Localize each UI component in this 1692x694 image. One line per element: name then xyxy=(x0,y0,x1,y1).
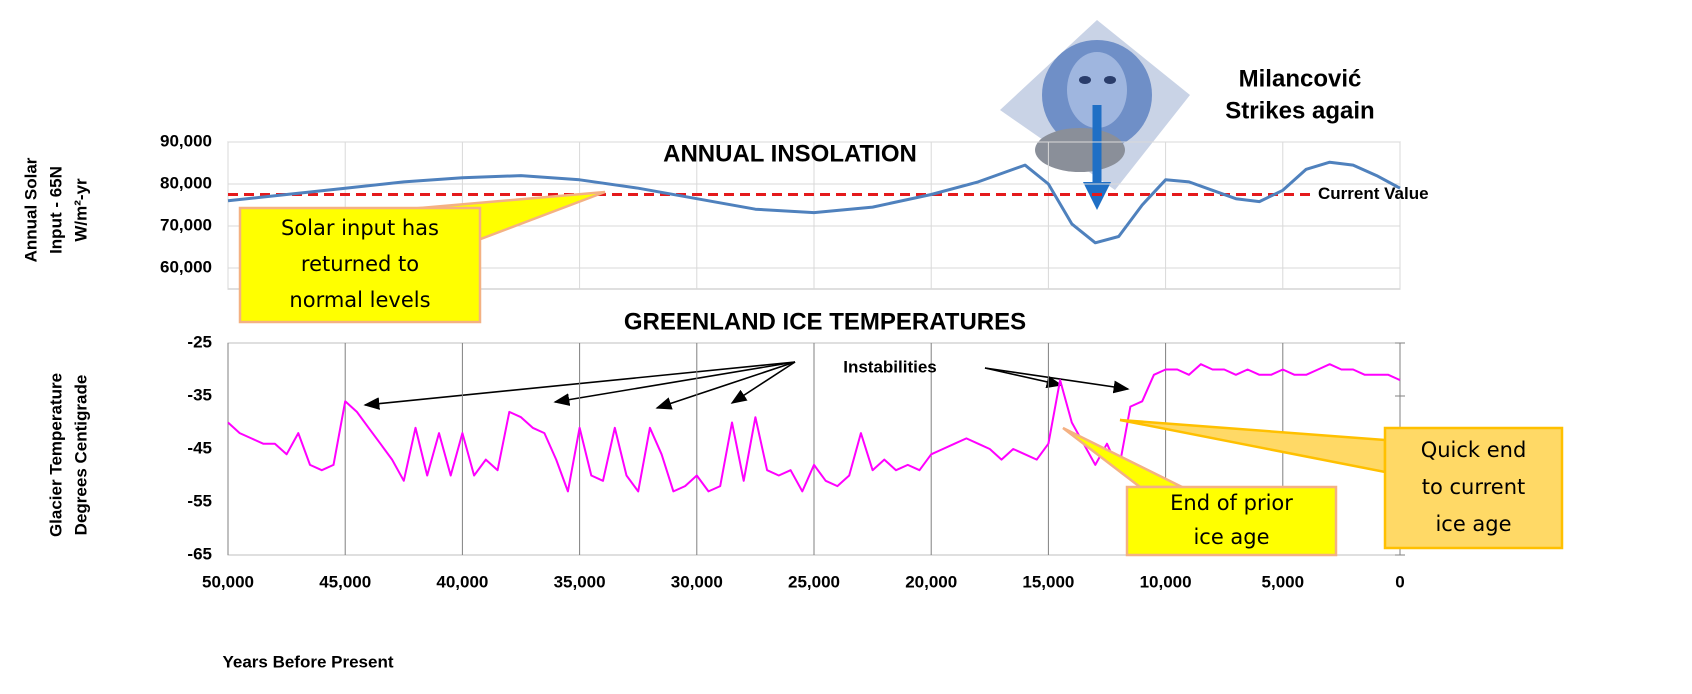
annotation-text: Milancović xyxy=(1239,65,1362,92)
annotation-text: Strikes again xyxy=(1225,97,1374,124)
x-tick-label: 10,000 xyxy=(1140,572,1192,591)
callout-box xyxy=(1125,485,1338,557)
instability-arrows xyxy=(363,361,1130,410)
x-tick-label: 30,000 xyxy=(671,572,723,591)
data-line xyxy=(227,160,1401,245)
y-axis-label: Glacier Temperature xyxy=(46,373,65,537)
x-tick-label: 40,000 xyxy=(436,572,488,591)
y-axis-label: Annual Solar xyxy=(21,157,40,262)
x-tick-label: 15,000 xyxy=(1022,572,1074,591)
y-tick-label: -65 xyxy=(187,544,212,563)
callout: Solar input has returned to normal levels xyxy=(238,190,606,324)
y-tick-label: 60,000 xyxy=(160,257,212,276)
callout-text: returned to xyxy=(301,252,419,276)
callout-text: ice age xyxy=(1193,525,1269,549)
chart-title: ANNUAL INSOLATION xyxy=(663,140,917,167)
y-axis-label: W/m²-yr xyxy=(71,178,90,242)
callout: End of prior ice age xyxy=(1062,426,1338,557)
callout-text: End of prior xyxy=(1170,491,1293,515)
callout: Quick end to current ice age xyxy=(1119,418,1564,550)
y-axis-label: Degrees Centigrade xyxy=(71,375,90,536)
y-tick-label: -35 xyxy=(187,385,212,404)
x-tick-label: 45,000 xyxy=(319,572,371,591)
y-tick-label: -25 xyxy=(187,332,212,351)
callout-text: to current xyxy=(1422,475,1526,499)
annotation-text: Instabilities xyxy=(843,357,937,376)
reference-label: Current Value xyxy=(1318,184,1429,203)
chart-title: GREENLAND ICE TEMPERATURES xyxy=(624,308,1026,335)
y-tick-label: -45 xyxy=(187,438,212,457)
callout-text: Quick end xyxy=(1421,438,1527,462)
x-tick-label: 25,000 xyxy=(788,572,840,591)
callout-text: Solar input has xyxy=(281,216,439,240)
y-axis-label: Input - 65N xyxy=(46,166,65,254)
data-line xyxy=(227,363,1401,493)
callout-pointer xyxy=(1119,418,1387,474)
y-tick-label: 90,000 xyxy=(160,131,212,150)
y-tick-label: 70,000 xyxy=(160,215,212,234)
x-tick-label: 5,000 xyxy=(1262,572,1305,591)
x-tick-label: 35,000 xyxy=(554,572,606,591)
callout-box xyxy=(1383,426,1564,550)
x-axis-label: Years Before Present xyxy=(222,652,393,671)
x-tick-label: 0 xyxy=(1395,572,1404,591)
x-tick-label: 20,000 xyxy=(905,572,957,591)
y-tick-label: 80,000 xyxy=(160,173,212,192)
y-tick-label: -55 xyxy=(187,491,212,510)
callout-box xyxy=(238,206,482,324)
callout-pointer xyxy=(1062,426,1183,489)
x-tick-label: 50,000 xyxy=(202,572,254,591)
callout-text: ice age xyxy=(1435,512,1511,536)
callout-text: normal levels xyxy=(289,288,430,312)
